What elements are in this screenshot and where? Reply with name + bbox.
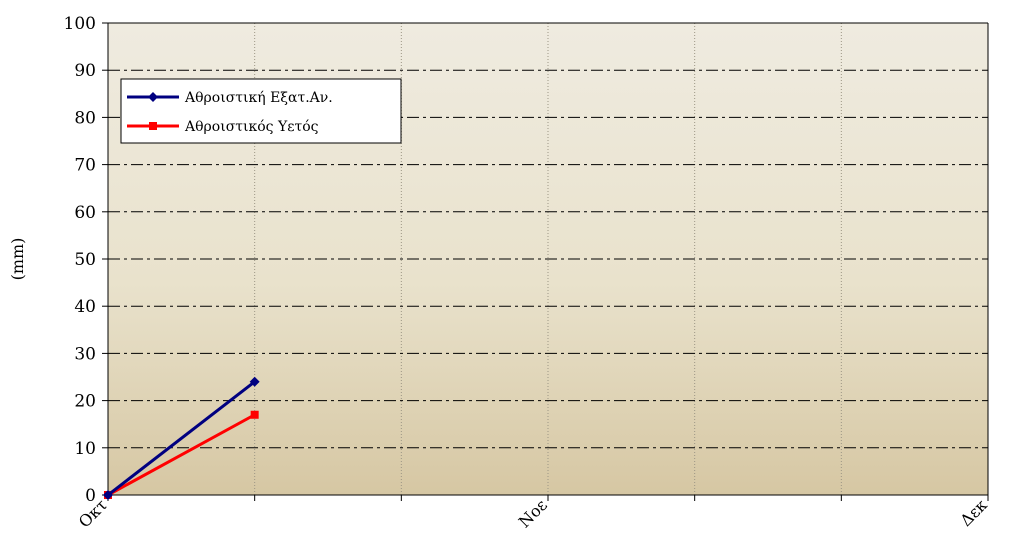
data-point (249, 376, 260, 387)
y-tick-label: 40 (74, 297, 96, 317)
series-line (107, 380, 256, 497)
y-tick-label: 20 (74, 392, 96, 412)
legend-label: Αθροιστική Εξατ.Αν. (184, 90, 333, 106)
y-tick-label: 0 (85, 486, 96, 506)
y-tick-label: 60 (74, 203, 96, 223)
x-tick-label: Οκτ (75, 495, 111, 531)
y-tick-label: 70 (74, 156, 96, 176)
legend-label: Αθροιστικός Υετός (184, 119, 319, 135)
y-tick-label: 50 (74, 250, 96, 270)
y-tick-label: 10 (74, 439, 96, 459)
y-tick-labels: 0 10 20 30 40 50 60 70 80 90 100 (64, 14, 96, 506)
legend-box (120, 78, 402, 144)
x-tick-labels: Οκτ Νοε Δεκ (75, 495, 991, 531)
legend: Αθροιστική Εξατ.Αν. Αθροιστικός Υετός (120, 78, 402, 144)
y-axis-label: (mm) (8, 238, 27, 281)
y-tick-label: 100 (64, 14, 96, 34)
y-tick-label: 30 (74, 344, 96, 364)
x-tick-label: Νοε (515, 495, 551, 531)
series-group (103, 376, 260, 500)
legend-swatch-marker (148, 92, 158, 102)
legend-swatch-marker (149, 122, 157, 130)
y-tick-label: 90 (74, 61, 96, 81)
y-tick-label: 80 (74, 108, 96, 128)
x-tick-label: Δεκ (956, 495, 991, 530)
data-point (103, 490, 113, 500)
series-line (107, 413, 256, 497)
data-point (250, 410, 259, 419)
series (103, 376, 260, 500)
